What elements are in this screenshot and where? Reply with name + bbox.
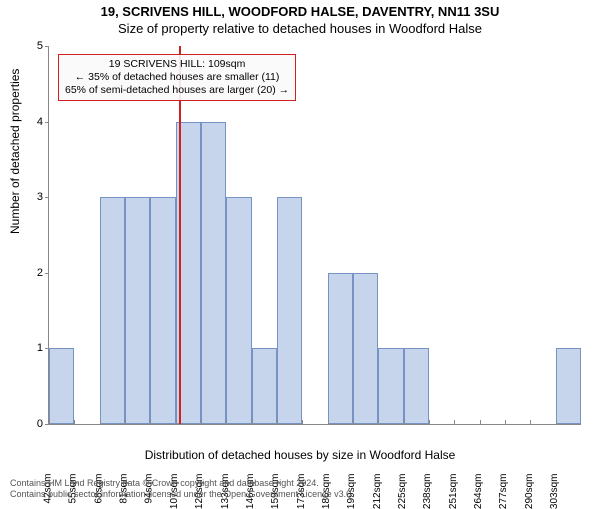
x-tick-mark xyxy=(353,420,354,424)
histogram-bar xyxy=(252,348,277,424)
y-tick-mark xyxy=(45,197,49,198)
chart-area: 01234542sqm55sqm68sqm81sqm94sqm107sqm120… xyxy=(48,46,580,424)
y-tick-label: 3 xyxy=(21,191,43,203)
x-tick-mark xyxy=(49,420,50,424)
histogram-bar xyxy=(100,197,125,424)
x-tick-mark xyxy=(328,420,329,424)
x-axis-label: Distribution of detached houses by size … xyxy=(0,448,600,462)
y-axis-label: Number of detached properties xyxy=(8,69,22,234)
x-tick-mark xyxy=(530,420,531,424)
y-tick-label: 0 xyxy=(21,418,43,430)
plot-area: 01234542sqm55sqm68sqm81sqm94sqm107sqm120… xyxy=(48,46,581,425)
histogram-bar xyxy=(404,348,429,424)
histogram-bar xyxy=(49,348,74,424)
histogram-bar xyxy=(125,197,150,424)
y-tick-label: 2 xyxy=(21,267,43,279)
x-tick-mark xyxy=(429,420,430,424)
y-tick-mark xyxy=(45,46,49,47)
y-tick-mark xyxy=(45,424,49,425)
histogram-bar xyxy=(201,122,226,424)
x-tick-mark xyxy=(150,420,151,424)
histogram-bar xyxy=(226,197,251,424)
x-tick-mark xyxy=(454,420,455,424)
x-tick-mark xyxy=(176,420,177,424)
y-tick-label: 5 xyxy=(21,40,43,52)
x-tick-mark xyxy=(277,420,278,424)
y-tick-label: 1 xyxy=(21,342,43,354)
x-tick-mark xyxy=(404,420,405,424)
x-tick-mark xyxy=(100,420,101,424)
annotation-line: ← 35% of detached houses are smaller (11… xyxy=(65,71,289,84)
footer-line2: Contains public sector information licen… xyxy=(10,489,354,500)
x-tick-mark xyxy=(302,420,303,424)
x-tick-mark xyxy=(252,420,253,424)
histogram-bar xyxy=(277,197,302,424)
histogram-bar xyxy=(353,273,378,424)
y-tick-mark xyxy=(45,273,49,274)
x-tick-mark xyxy=(378,420,379,424)
footer-line1: Contains HM Land Registry data © Crown c… xyxy=(10,478,354,489)
x-tick-mark xyxy=(125,420,126,424)
x-tick-mark xyxy=(556,420,557,424)
property-marker-line xyxy=(179,46,181,424)
chart-title-line1: 19, SCRIVENS HILL, WOODFORD HALSE, DAVEN… xyxy=(0,4,600,19)
footer-attribution: Contains HM Land Registry data © Crown c… xyxy=(10,478,354,500)
histogram-bar xyxy=(150,197,175,424)
annotation-line: 19 SCRIVENS HILL: 109sqm xyxy=(65,58,289,71)
annotation-box: 19 SCRIVENS HILL: 109sqm← 35% of detache… xyxy=(58,54,296,101)
histogram-bar xyxy=(378,348,403,424)
histogram-bar xyxy=(556,348,581,424)
y-tick-mark xyxy=(45,122,49,123)
x-tick-mark xyxy=(505,420,506,424)
x-tick-mark xyxy=(480,420,481,424)
histogram-bar xyxy=(328,273,353,424)
y-tick-label: 4 xyxy=(21,116,43,128)
x-tick-mark xyxy=(226,420,227,424)
annotation-line: 65% of semi-detached houses are larger (… xyxy=(65,84,289,97)
x-tick-mark xyxy=(74,420,75,424)
x-tick-mark xyxy=(201,420,202,424)
chart-title-line2: Size of property relative to detached ho… xyxy=(0,21,600,36)
